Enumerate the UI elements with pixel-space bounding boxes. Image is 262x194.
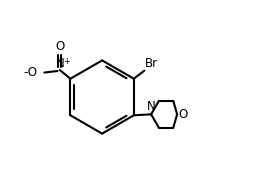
Text: +: + <box>63 57 70 66</box>
Text: O: O <box>55 40 64 53</box>
Text: N: N <box>56 57 64 70</box>
Text: N: N <box>147 100 156 113</box>
Text: O: O <box>179 108 188 121</box>
Text: Br: Br <box>145 57 159 70</box>
Text: -O: -O <box>23 66 37 79</box>
